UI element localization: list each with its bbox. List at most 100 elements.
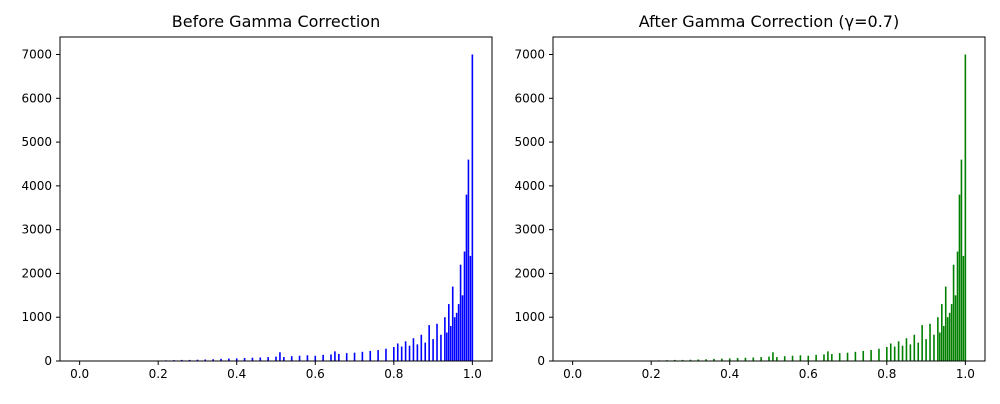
x-tick-label: 0.4 xyxy=(720,367,739,381)
histogram-bar xyxy=(941,304,943,361)
histogram-bar xyxy=(768,357,770,361)
y-tick-label: 1000 xyxy=(21,310,52,324)
histogram-bar xyxy=(949,313,951,361)
histogram-bar xyxy=(862,351,864,361)
y-tick-label: 0 xyxy=(537,354,545,368)
histogram-bar xyxy=(847,353,849,361)
x-tick-label: 0.2 xyxy=(149,367,168,381)
histogram-bar xyxy=(933,335,935,361)
y-tick-label: 3000 xyxy=(21,223,52,237)
x-tick-label: 0.6 xyxy=(306,367,325,381)
histogram-bar xyxy=(855,352,857,361)
y-tick-label: 6000 xyxy=(21,91,52,105)
histogram-bar xyxy=(259,358,261,362)
histogram-bar xyxy=(322,355,324,361)
histogram-bar xyxy=(291,356,293,361)
histogram-bar xyxy=(409,346,411,361)
histogram-bar xyxy=(957,252,959,361)
histogram-bar xyxy=(752,358,754,362)
histogram-bar xyxy=(902,346,904,361)
histogram-bar xyxy=(939,333,941,361)
histogram-bar xyxy=(446,333,448,361)
x-tick-label: 0.0 xyxy=(563,367,582,381)
histogram-bar xyxy=(947,317,949,361)
histogram-bar xyxy=(432,339,434,361)
histogram-bar xyxy=(462,295,464,361)
x-tick-label: 0.8 xyxy=(384,367,403,381)
chart-title-after: After Gamma Correction (γ=0.7) xyxy=(639,12,899,31)
histogram-bar xyxy=(870,350,872,361)
y-tick-label: 5000 xyxy=(514,135,545,149)
histogram-bar xyxy=(963,256,965,361)
histogram-bar xyxy=(279,352,281,361)
histogram-bar xyxy=(283,357,285,361)
histogram-bar xyxy=(440,335,442,361)
histogram-bar xyxy=(470,256,472,361)
histogram-bar xyxy=(914,335,916,361)
histogram-bar xyxy=(898,341,900,361)
histogram-bar xyxy=(454,317,456,361)
histogram-bar xyxy=(424,343,426,361)
histogram-bar xyxy=(452,287,454,361)
histogram-bar xyxy=(886,347,888,361)
histogram-bar xyxy=(925,339,927,361)
histogram-bar xyxy=(444,317,446,361)
histogram-bar xyxy=(953,265,955,361)
histogram-bar xyxy=(385,349,387,361)
histogram-bar xyxy=(929,324,931,361)
histogram-bar xyxy=(436,324,438,361)
histogram-bar xyxy=(959,195,961,361)
histogram-bar xyxy=(792,356,794,361)
y-tick-label: 7000 xyxy=(21,48,52,62)
y-tick-label: 0 xyxy=(44,354,52,368)
histogram-bar xyxy=(428,325,430,361)
x-tick-label: 0.8 xyxy=(877,367,896,381)
histogram-bar xyxy=(314,356,316,361)
histogram-bar xyxy=(878,349,880,361)
histogram-bar xyxy=(307,355,309,361)
histogram-bar xyxy=(338,354,340,361)
histogram-bar xyxy=(951,304,953,361)
histogram-bar xyxy=(464,252,466,361)
histogram-bar xyxy=(894,347,896,361)
histogram-bar xyxy=(831,354,833,361)
y-tick-label: 3000 xyxy=(514,223,545,237)
x-tick-label: 0.4 xyxy=(227,367,246,381)
y-tick-label: 1000 xyxy=(514,310,545,324)
y-tick-label: 6000 xyxy=(514,91,545,105)
histogram-bar xyxy=(760,357,762,361)
histogram-bar xyxy=(417,344,419,361)
histogram-bar xyxy=(413,338,415,361)
y-tick-label: 2000 xyxy=(514,266,545,280)
histogram-bar xyxy=(377,350,379,361)
x-tick-label: 1.0 xyxy=(463,367,482,381)
histogram-bar xyxy=(468,160,470,361)
histogram-bar xyxy=(921,325,923,361)
histogram-bar xyxy=(784,356,786,361)
histogram-bar xyxy=(369,351,371,361)
histogram-bar xyxy=(917,343,919,361)
histogram-bar xyxy=(945,287,947,361)
histogram-bar xyxy=(800,355,802,361)
histogram-bar xyxy=(267,357,269,361)
histogram-bar xyxy=(472,55,474,361)
histogram-bar xyxy=(466,195,468,361)
histogram-bar xyxy=(815,355,817,361)
histogram-bar xyxy=(362,352,364,361)
y-tick-label: 4000 xyxy=(21,179,52,193)
histogram-bar xyxy=(334,351,336,361)
histogram-bar xyxy=(397,343,399,361)
histogram-bar xyxy=(421,335,423,361)
histogram-bar xyxy=(456,313,458,361)
x-tick-label: 0.6 xyxy=(799,367,818,381)
histogram-bar xyxy=(776,357,778,361)
histogram-bar xyxy=(910,344,912,361)
histogram-bar xyxy=(405,341,407,361)
histogram-bar xyxy=(823,354,825,361)
histogram-bar xyxy=(393,347,395,361)
x-tick-label: 0.2 xyxy=(642,367,661,381)
histogram-bar xyxy=(965,55,967,361)
histogram-bar xyxy=(961,160,963,361)
